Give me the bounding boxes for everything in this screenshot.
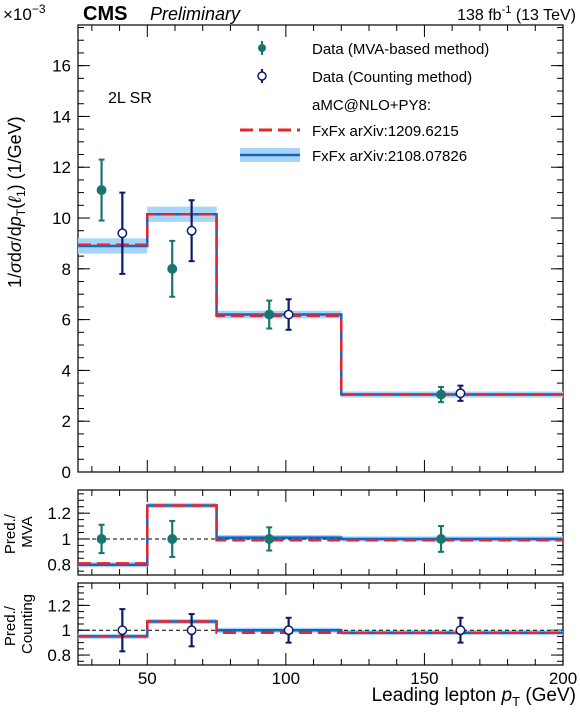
ratio-mva-marks (78, 502, 563, 568)
x-axis-ticks: 50 100 150 200 (138, 669, 577, 688)
y-tick-label: 10 (52, 209, 71, 228)
legend-entry-fxfx-2108: FxFx arXiv:2108.07826 (240, 148, 467, 165)
legend-entry-counting: Data (Counting method) (257, 69, 472, 86)
fxfx-1209-line (78, 212, 563, 396)
ratio-mva-y-label: Pred./ MVA (2, 510, 36, 554)
data-mva-point (167, 263, 178, 274)
ratio-mva-y-ticks: 0.8 1 1.2 (47, 490, 564, 575)
ratio-data-point (96, 533, 107, 544)
lumi-label: 138 fb-1 (13 TeV) (457, 4, 576, 24)
y-tick-label: 0.8 (47, 646, 71, 665)
y-tick-label: 16 (52, 57, 71, 76)
y-tick-label: 8 (62, 260, 71, 279)
svg-text:FxFx arXiv:2108.07826: FxFx arXiv:2108.07826 (312, 148, 467, 165)
experiment-label: CMS (83, 3, 127, 25)
y-tick-label: 0 (62, 463, 71, 482)
x-axis-label: Leading lepton pT (GeV) (372, 685, 576, 709)
ratio-data-point (455, 625, 466, 636)
legend-entry-mva: Data (MVA-based method) (258, 41, 489, 58)
y-tick-label: 1.2 (47, 596, 71, 615)
ratio-data-point (117, 625, 128, 636)
data-counting-point (455, 388, 466, 399)
data-counting-point (117, 228, 128, 239)
svg-text:FxFx arXiv:1209.6215: FxFx arXiv:1209.6215 (312, 123, 459, 140)
ratio-counting-panel: 0.8 1 1.2 Pred./ Counting (2, 582, 564, 666)
ratio-mva-frame (77, 489, 564, 576)
ratio-counting-marks (78, 608, 563, 653)
fxfx-2108-line (78, 212, 563, 396)
x-tick-label: 150 (410, 669, 438, 688)
ratio-data-point (436, 533, 447, 544)
region-label: 2L SR (108, 90, 152, 107)
data-mva-point (264, 309, 275, 320)
legend-entry-fxfx-1209: FxFx arXiv:1209.6215 (240, 123, 459, 140)
ratio-fxfx-1209-line (78, 620, 563, 638)
y-tick-label: 0.8 (47, 556, 71, 575)
main-y-axis-label: 1/σdσ/dpT(ℓ1) (1/GeV) (5, 116, 28, 288)
y-tick-label: 4 (62, 361, 71, 380)
x-tick-label: 200 (549, 669, 577, 688)
legend-header: aMC@NLO+PY8: (312, 97, 431, 114)
svg-text:Data (MVA-based method): Data (MVA-based method) (312, 41, 489, 58)
ratio-data-point (186, 625, 197, 636)
y-tick-label: 12 (52, 158, 71, 177)
data-mva-point (436, 389, 447, 400)
y-tick-label: 14 (52, 107, 71, 126)
ratio-data-point (283, 625, 294, 636)
y-tick-label: 2 (62, 412, 71, 431)
x-tick-label: 50 (138, 669, 157, 688)
data-mva-point (96, 185, 107, 196)
y-tick-label: 1 (62, 530, 71, 549)
main-plot-panel: 0 2 4 6 8 10 12 14 16 2L SR 1/σdσ/dpT(ℓ1) (1/GeV… (5, 24, 564, 482)
y-tick-label: 1.2 (47, 504, 71, 523)
ratio-counting-y-ticks: 0.8 1 1.2 (47, 583, 564, 665)
ratio-mva-panel: 0.8 1 1.2 Pred./ MVA (2, 489, 564, 576)
data-counting-point (283, 309, 294, 320)
y-tick-label: 1 (62, 621, 71, 640)
x-tick-label: 100 (272, 669, 300, 688)
status-label: Preliminary (150, 4, 241, 24)
y-tick-label: 6 (62, 311, 71, 330)
legend: Data (MVA-based method) Data (Counting m… (240, 41, 489, 165)
ratio-fxfx-1209-line (78, 504, 563, 565)
exponent-label: ×10−3 (3, 2, 46, 24)
svg-text:Data (Counting method): Data (Counting method) (312, 69, 472, 86)
ratio-data-point (264, 533, 275, 544)
ratio-data-point (167, 533, 178, 544)
data-counting-point (186, 225, 197, 236)
main-plot-marks (78, 158, 563, 404)
ratio-counting-y-label: Pred./ Counting (2, 594, 36, 654)
main-y-ticks: 0 2 4 6 8 10 12 14 16 (52, 25, 564, 482)
